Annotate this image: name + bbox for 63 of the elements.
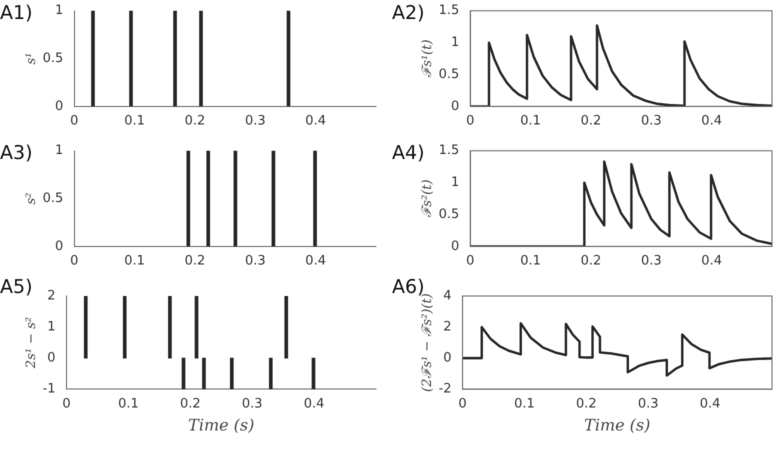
x-tick-label: 0.3 [244,254,266,269]
y-tick-label: 0.5 [438,66,460,82]
x-tick-label: 0.2 [580,254,602,269]
x-tick-label: 0.3 [640,114,662,129]
y-axis-title: s² [24,192,40,205]
y-tick-label: -2 [438,382,452,397]
y-tick-label: 2 [47,288,56,304]
y-tick-label: 1 [54,3,64,18]
y-axis-title: 2s¹ − s² [24,317,40,370]
x-tick-label: 0.2 [184,254,206,269]
y-tick-label: 1.5 [438,143,460,158]
x-tick-label: 0.2 [576,396,597,412]
x-tick-label: 0.4 [701,254,722,269]
y-axis-title: s¹ [24,52,40,65]
y-tick-label: 0 [47,350,56,366]
x-tick-label: 0.3 [242,396,263,412]
y-tick-label: 4 [443,288,452,304]
y-tick-label: 1 [47,319,56,334]
x-tick-label: 0.1 [520,254,541,269]
x-tick-label: 0 [466,254,474,269]
x-tick-label: 0 [466,114,474,129]
y-tick-label: 0.5 [42,50,64,66]
chart-title: A5) [0,276,32,298]
x-tick-label: 0.1 [514,396,535,412]
x-axis-title: Time (s) [584,416,650,435]
chart-title: A3) [0,142,32,164]
x-tick-label: 0.4 [700,396,720,412]
chart-title: A4) [392,142,424,164]
y-axis-title: (2ℱs¹ − ℱs²)(t) [420,293,436,392]
y-tick-label: 0 [450,98,460,114]
x-axis-title: Time (s) [188,416,254,435]
y-tick-label: 2 [443,319,452,334]
y-tick-label: 1 [450,35,460,50]
y-tick-label: 0.5 [438,206,460,222]
x-tick-label: 0.1 [124,254,145,269]
x-tick-label: 0.2 [580,114,602,129]
x-tick-label: 0.1 [118,396,139,412]
x-tick-label: 0 [70,114,78,129]
y-axis-title: ℱs¹(t) [420,39,436,78]
y-tick-label: 1.5 [438,3,460,18]
x-tick-label: 0.4 [701,114,722,129]
x-tick-label: 0.4 [304,396,324,412]
y-tick-label: 0 [450,238,460,254]
y-tick-label: 0.5 [42,190,64,206]
x-tick-label: 0.4 [305,114,326,129]
chart-title: A1) [0,2,32,24]
x-tick-label: 0 [70,254,78,269]
y-tick-label: 1 [450,175,460,190]
y-tick-label: 0 [54,238,64,254]
x-tick-label: 0.1 [124,114,145,129]
y-tick-label: 1 [54,143,64,158]
x-tick-label: 0.2 [184,114,206,129]
y-axis-title: ℱs²(t) [420,179,436,218]
y-tick-label: 0 [443,350,452,366]
x-tick-label: 0.3 [640,254,662,269]
x-tick-label: 0.3 [638,396,659,412]
y-tick-label: -1 [42,382,56,397]
x-tick-label: 0.1 [520,114,541,129]
y-tick-label: 0 [54,98,64,114]
x-tick-label: 0.3 [244,114,266,129]
x-tick-label: 0.4 [305,254,326,269]
chart-title: A2) [392,2,424,24]
x-tick-label: 0.2 [180,396,201,412]
